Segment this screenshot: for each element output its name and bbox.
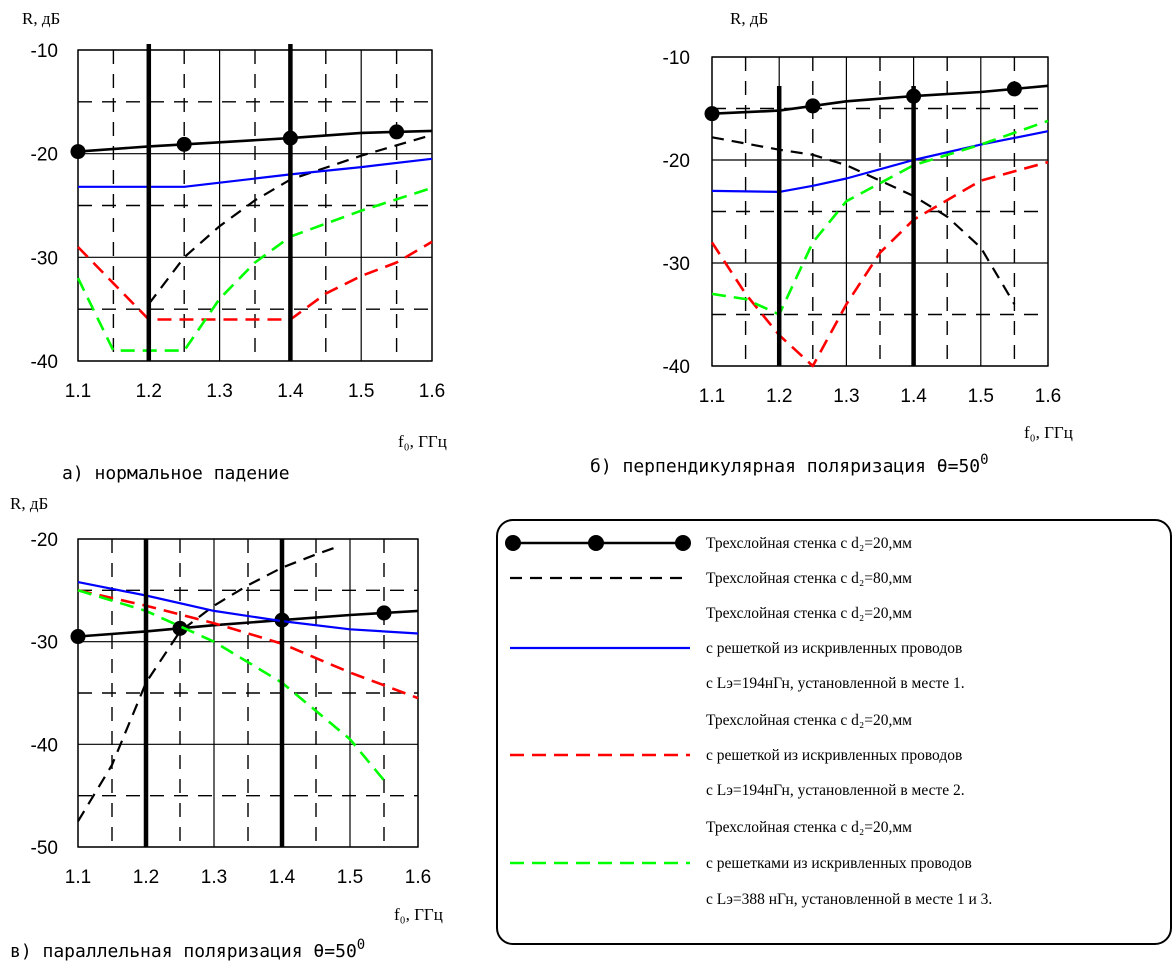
y-tick-label: -10: [663, 48, 690, 69]
series-line-blue: [77, 581, 419, 635]
x-tick-label: 1.2: [136, 381, 162, 402]
x-tick-label: 1.3: [201, 867, 227, 888]
chart-panel-a: 1.1 1.2 1.3 1.4 1.5 1.6 -10 -20 -30 -40 R, дБ f₀, Г…: [22, 9, 447, 484]
series-line-green: [76, 186, 433, 352]
legend-marker-dot: [588, 535, 604, 551]
data-point-marker: [1006, 81, 1022, 97]
x-axis-label: f₀, ГГц: [1024, 423, 1073, 442]
data-point-marker: [805, 98, 821, 114]
caption-superscript: 0: [357, 937, 365, 953]
x-tick-label: 1.4: [277, 381, 304, 402]
y-tick-label: -10: [31, 41, 58, 62]
x-tick-label: 1.1: [699, 386, 725, 407]
plot-frame: [77, 49, 433, 362]
legend-label: Трехслойная стенка с d₂=80,мм: [706, 570, 912, 587]
y-axis-label: R, дБ: [22, 9, 60, 28]
legend-label: Трехслойная стенка с d₂=20,мм: [706, 605, 912, 622]
y-tick-label: -30: [663, 254, 690, 275]
plot-frame: [711, 56, 1049, 367]
plot-frame: [77, 538, 419, 848]
y-tick-label: -50: [31, 838, 58, 859]
legend-label: с Lэ=194нГн, установленной в месте 2.: [706, 782, 965, 799]
x-tick-label: 1.6: [1035, 386, 1061, 407]
y-tick-label: -40: [31, 352, 58, 373]
series-line-black_dashed: [147, 133, 433, 305]
y-tick-label: -30: [31, 633, 58, 654]
data-point-marker: [176, 136, 192, 152]
data-point-marker: [389, 124, 405, 140]
x-tick-label: 1.1: [65, 867, 91, 888]
y-tick-label: -20: [663, 151, 690, 172]
legend-label: с Lэ=388 нГн, установленной в месте 1 и …: [706, 891, 992, 908]
y-axis-label: R, дБ: [730, 9, 768, 28]
x-tick-label: 1.6: [419, 381, 445, 402]
data-point-marker: [70, 144, 86, 160]
series-line-black_dashed: [77, 546, 337, 822]
x-tick-label: 1.2: [133, 867, 159, 888]
legend-label: с Lэ=194нГн, установленной в месте 1.: [706, 675, 965, 692]
legend: Трехслойная стенка с d₂=20,мм Трехслойная…: [496, 519, 1172, 945]
series-line-black_dashed: [711, 136, 1016, 305]
y-axis-label: R, дБ: [10, 494, 48, 513]
caption-superscript: 0: [980, 452, 988, 468]
panel-caption: а) нормальное падение: [62, 463, 290, 484]
x-tick-label: 1.4: [269, 867, 296, 888]
series-line-red: [710, 160, 1049, 368]
legend-marker-dot: [675, 535, 691, 551]
chart-panel-c: 1.1 1.2 1.3 1.4 1.5 1.6 -20 -30 -40 -50 R, дБ f₀, Г…: [10, 494, 443, 962]
series-line-black_solid: [77, 129, 433, 153]
x-tick-label: 1.6: [405, 867, 431, 888]
series-line-red: [77, 589, 419, 700]
y-tick-label: -20: [31, 145, 58, 166]
series-line-green: [711, 119, 1049, 316]
data-point-marker: [376, 605, 392, 621]
data-point-marker: [704, 106, 720, 122]
data-point-marker: [70, 629, 86, 645]
series-line-blue: [78, 157, 433, 188]
series-line-black_solid: [711, 84, 1049, 115]
y-tick-label: -30: [31, 248, 58, 269]
x-tick-label: 1.5: [348, 381, 374, 402]
x-axis-label: f₀, ГГц: [398, 432, 447, 451]
x-tick-label: 1.3: [833, 386, 859, 407]
series-line-black_solid: [77, 609, 419, 638]
x-tick-label: 1.5: [337, 867, 363, 888]
y-tick-label: -20: [31, 530, 58, 551]
x-tick-label: 1.5: [968, 386, 994, 407]
y-tick-label: -40: [31, 735, 58, 756]
legend-label: с решеткой из искривленных проводов: [706, 747, 962, 764]
legend-label: с решеткой из искривленных проводов: [706, 640, 962, 657]
y-tick-label: -40: [663, 357, 690, 378]
legend-marker-dot: [505, 535, 521, 551]
x-tick-label: 1.1: [65, 381, 91, 402]
x-tick-label: 1.3: [206, 381, 232, 402]
legend-box: [496, 519, 1172, 945]
legend-label: Трехслойная стенка с d₂=20,мм: [706, 712, 912, 729]
legend-label: Трехслойная стенка с d₂=20,мм: [706, 819, 912, 836]
panel-caption: б) перпендикулярная поляризация θ=500: [590, 452, 989, 477]
series-line-green: [77, 589, 386, 782]
legend-label: с решетками из искривленных проводов: [706, 855, 972, 872]
data-point-marker: [172, 620, 188, 636]
x-axis-label: f₀, ГГц: [394, 905, 443, 924]
x-tick-label: 1.4: [900, 386, 927, 407]
x-tick-label: 1.2: [766, 386, 792, 407]
chart-panel-b: 1.1 1.2 1.3 1.4 1.5 1.6 -10 -20 -30 -40 R, дБ f₀, Г…: [590, 9, 1073, 477]
panel-caption: в) параллельная поляризация θ=500: [10, 937, 365, 962]
legend-label: Трехслойная стенка с d₂=20,мм: [706, 535, 912, 552]
